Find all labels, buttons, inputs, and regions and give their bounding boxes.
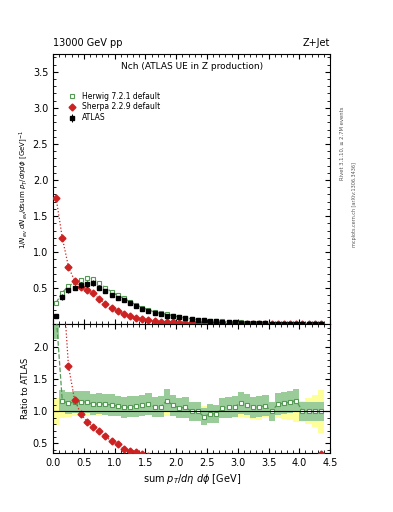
- Sherpa 2.2.9 default: [183, 320, 188, 326]
- Sherpa 2.2.9 default: [269, 321, 274, 327]
- Herwig 7.2.1 default: [121, 295, 126, 302]
- Herwig 7.2.1 default: [103, 285, 108, 291]
- Herwig 7.2.1 default: [146, 307, 151, 313]
- Herwig 7.2.1 default: [97, 280, 101, 286]
- Herwig 7.2.1 default: [116, 292, 120, 298]
- Sherpa 2.2.9 default: [288, 321, 292, 327]
- Herwig 7.2.1 default: [214, 318, 219, 324]
- Sherpa 2.2.9 default: [158, 318, 163, 325]
- Sherpa 2.2.9 default: [103, 301, 108, 307]
- Text: Z+Jet: Z+Jet: [303, 37, 330, 48]
- Sherpa 2.2.9 default: [251, 321, 255, 327]
- Herwig 7.2.1 default: [306, 321, 311, 327]
- Sherpa 2.2.9 default: [134, 315, 139, 321]
- Herwig 7.2.1 default: [140, 305, 145, 311]
- Sherpa 2.2.9 default: [152, 318, 157, 324]
- Herwig 7.2.1 default: [158, 310, 163, 316]
- Y-axis label: $1/N_{ev}$ $dN_{ev}/d$sum $p_T/d\eta d\phi$ [GeV]$^{-1}$: $1/N_{ev}$ $dN_{ev}/d$sum $p_T/d\eta d\p…: [17, 130, 30, 248]
- Sherpa 2.2.9 default: [239, 321, 243, 327]
- Herwig 7.2.1 default: [177, 314, 182, 320]
- Sherpa 2.2.9 default: [312, 321, 317, 327]
- Herwig 7.2.1 default: [66, 283, 71, 289]
- Sherpa 2.2.9 default: [72, 278, 77, 284]
- Sherpa 2.2.9 default: [165, 319, 169, 325]
- Text: Nch (ATLAS UE in Z production): Nch (ATLAS UE in Z production): [121, 62, 263, 71]
- Sherpa 2.2.9 default: [128, 313, 132, 319]
- Herwig 7.2.1 default: [263, 321, 268, 327]
- Sherpa 2.2.9 default: [306, 321, 311, 327]
- Sherpa 2.2.9 default: [116, 308, 120, 314]
- Herwig 7.2.1 default: [128, 299, 132, 305]
- Text: Rivet 3.1.10, ≥ 2.7M events: Rivet 3.1.10, ≥ 2.7M events: [340, 106, 345, 180]
- Sherpa 2.2.9 default: [91, 290, 95, 296]
- Herwig 7.2.1 default: [232, 319, 237, 325]
- Sherpa 2.2.9 default: [171, 319, 175, 326]
- Line: Herwig 7.2.1 default: Herwig 7.2.1 default: [54, 275, 323, 327]
- Herwig 7.2.1 default: [318, 321, 323, 327]
- Sherpa 2.2.9 default: [226, 321, 231, 327]
- Herwig 7.2.1 default: [195, 316, 200, 323]
- Herwig 7.2.1 default: [312, 321, 317, 327]
- Herwig 7.2.1 default: [288, 321, 292, 327]
- Sherpa 2.2.9 default: [244, 321, 250, 327]
- Sherpa 2.2.9 default: [97, 296, 101, 302]
- Sherpa 2.2.9 default: [84, 287, 89, 293]
- Herwig 7.2.1 default: [244, 319, 250, 326]
- Sherpa 2.2.9 default: [318, 321, 323, 327]
- Sherpa 2.2.9 default: [195, 321, 200, 327]
- Herwig 7.2.1 default: [239, 319, 243, 326]
- Herwig 7.2.1 default: [72, 280, 77, 286]
- Herwig 7.2.1 default: [294, 321, 299, 327]
- Sherpa 2.2.9 default: [275, 321, 280, 327]
- Sherpa 2.2.9 default: [232, 321, 237, 327]
- Sherpa 2.2.9 default: [202, 321, 206, 327]
- Herwig 7.2.1 default: [226, 318, 231, 325]
- Text: mcplots.cern.ch [arXiv:1306.3436]: mcplots.cern.ch [arXiv:1306.3436]: [352, 162, 357, 247]
- Sherpa 2.2.9 default: [66, 264, 71, 270]
- Herwig 7.2.1 default: [54, 300, 59, 306]
- Herwig 7.2.1 default: [60, 289, 65, 295]
- Sherpa 2.2.9 default: [60, 234, 65, 241]
- Herwig 7.2.1 default: [202, 317, 206, 324]
- Sherpa 2.2.9 default: [54, 195, 59, 201]
- Sherpa 2.2.9 default: [257, 321, 262, 327]
- Sherpa 2.2.9 default: [79, 284, 83, 290]
- Herwig 7.2.1 default: [251, 320, 255, 326]
- Sherpa 2.2.9 default: [177, 319, 182, 326]
- Y-axis label: Ratio to ATLAS: Ratio to ATLAS: [21, 358, 30, 419]
- Text: 13000 GeV pp: 13000 GeV pp: [53, 37, 123, 48]
- Sherpa 2.2.9 default: [146, 317, 151, 324]
- Herwig 7.2.1 default: [84, 275, 89, 281]
- Herwig 7.2.1 default: [79, 276, 83, 283]
- Sherpa 2.2.9 default: [263, 321, 268, 327]
- Herwig 7.2.1 default: [91, 276, 95, 282]
- Sherpa 2.2.9 default: [208, 321, 212, 327]
- Herwig 7.2.1 default: [220, 318, 225, 325]
- Legend: Herwig 7.2.1 default, Sherpa 2.2.9 default, ATLAS: Herwig 7.2.1 default, Sherpa 2.2.9 defau…: [62, 90, 162, 124]
- Sherpa 2.2.9 default: [294, 321, 299, 327]
- Sherpa 2.2.9 default: [214, 321, 219, 327]
- Herwig 7.2.1 default: [171, 312, 175, 318]
- Herwig 7.2.1 default: [134, 302, 139, 308]
- Herwig 7.2.1 default: [281, 321, 286, 327]
- Sherpa 2.2.9 default: [121, 311, 126, 317]
- Herwig 7.2.1 default: [152, 309, 157, 315]
- Sherpa 2.2.9 default: [220, 321, 225, 327]
- Herwig 7.2.1 default: [189, 316, 194, 322]
- X-axis label: sum $p_T/d\eta$ $d\phi$ [GeV]: sum $p_T/d\eta$ $d\phi$ [GeV]: [143, 472, 241, 486]
- Line: Sherpa 2.2.9 default: Sherpa 2.2.9 default: [54, 196, 323, 327]
- Herwig 7.2.1 default: [109, 289, 114, 295]
- Herwig 7.2.1 default: [269, 321, 274, 327]
- Herwig 7.2.1 default: [183, 315, 188, 321]
- Herwig 7.2.1 default: [300, 321, 305, 327]
- Herwig 7.2.1 default: [165, 311, 169, 317]
- Sherpa 2.2.9 default: [300, 321, 305, 327]
- Sherpa 2.2.9 default: [109, 305, 114, 311]
- Herwig 7.2.1 default: [257, 320, 262, 326]
- Sherpa 2.2.9 default: [189, 320, 194, 326]
- Herwig 7.2.1 default: [275, 321, 280, 327]
- Sherpa 2.2.9 default: [140, 316, 145, 323]
- Sherpa 2.2.9 default: [281, 321, 286, 327]
- Herwig 7.2.1 default: [208, 317, 212, 324]
